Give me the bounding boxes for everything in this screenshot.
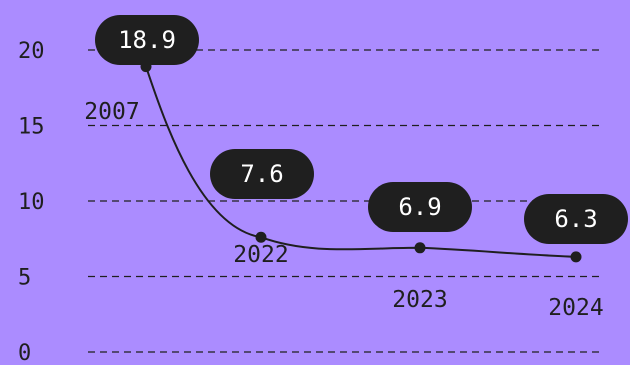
data-point <box>414 242 426 254</box>
data-label: 6.3 <box>524 194 628 244</box>
data-label-pill <box>524 194 628 244</box>
data-label: 18.9 <box>95 15 199 65</box>
x-category-label: 2023 <box>392 287 447 313</box>
data-label-text: 7.6 <box>240 160 283 188</box>
data-label-text: 6.9 <box>398 193 441 221</box>
x-category-label: 2022 <box>233 242 288 268</box>
data-labels: 18.9 7.6 6.9 6.3 <box>95 15 628 244</box>
x-category-label: 2024 <box>548 295 603 321</box>
x-category-label: 2007 <box>84 99 139 125</box>
data-label-pill <box>210 149 314 199</box>
y-tick-label: 5 <box>18 266 31 291</box>
y-tick-label: 15 <box>18 115 45 140</box>
data-label: 6.9 <box>368 182 472 232</box>
series-line <box>145 66 577 258</box>
data-label-pill <box>95 15 199 65</box>
data-label-text: 18.9 <box>118 26 176 54</box>
grid-lines <box>88 49 600 353</box>
data-label-pill <box>368 182 472 232</box>
x-axis-labels: 2007 2022 2023 2024 <box>84 99 603 321</box>
data-point <box>255 231 267 243</box>
y-tick-label: 10 <box>18 190 45 215</box>
y-tick-label: 0 <box>18 341 31 365</box>
data-point <box>570 251 582 263</box>
y-tick-label: 20 <box>18 39 45 64</box>
data-points <box>140 61 582 263</box>
data-label: 7.6 <box>210 149 314 199</box>
data-label-text: 6.3 <box>554 205 597 233</box>
y-axis-ticks: 0 5 10 15 20 <box>18 39 45 365</box>
